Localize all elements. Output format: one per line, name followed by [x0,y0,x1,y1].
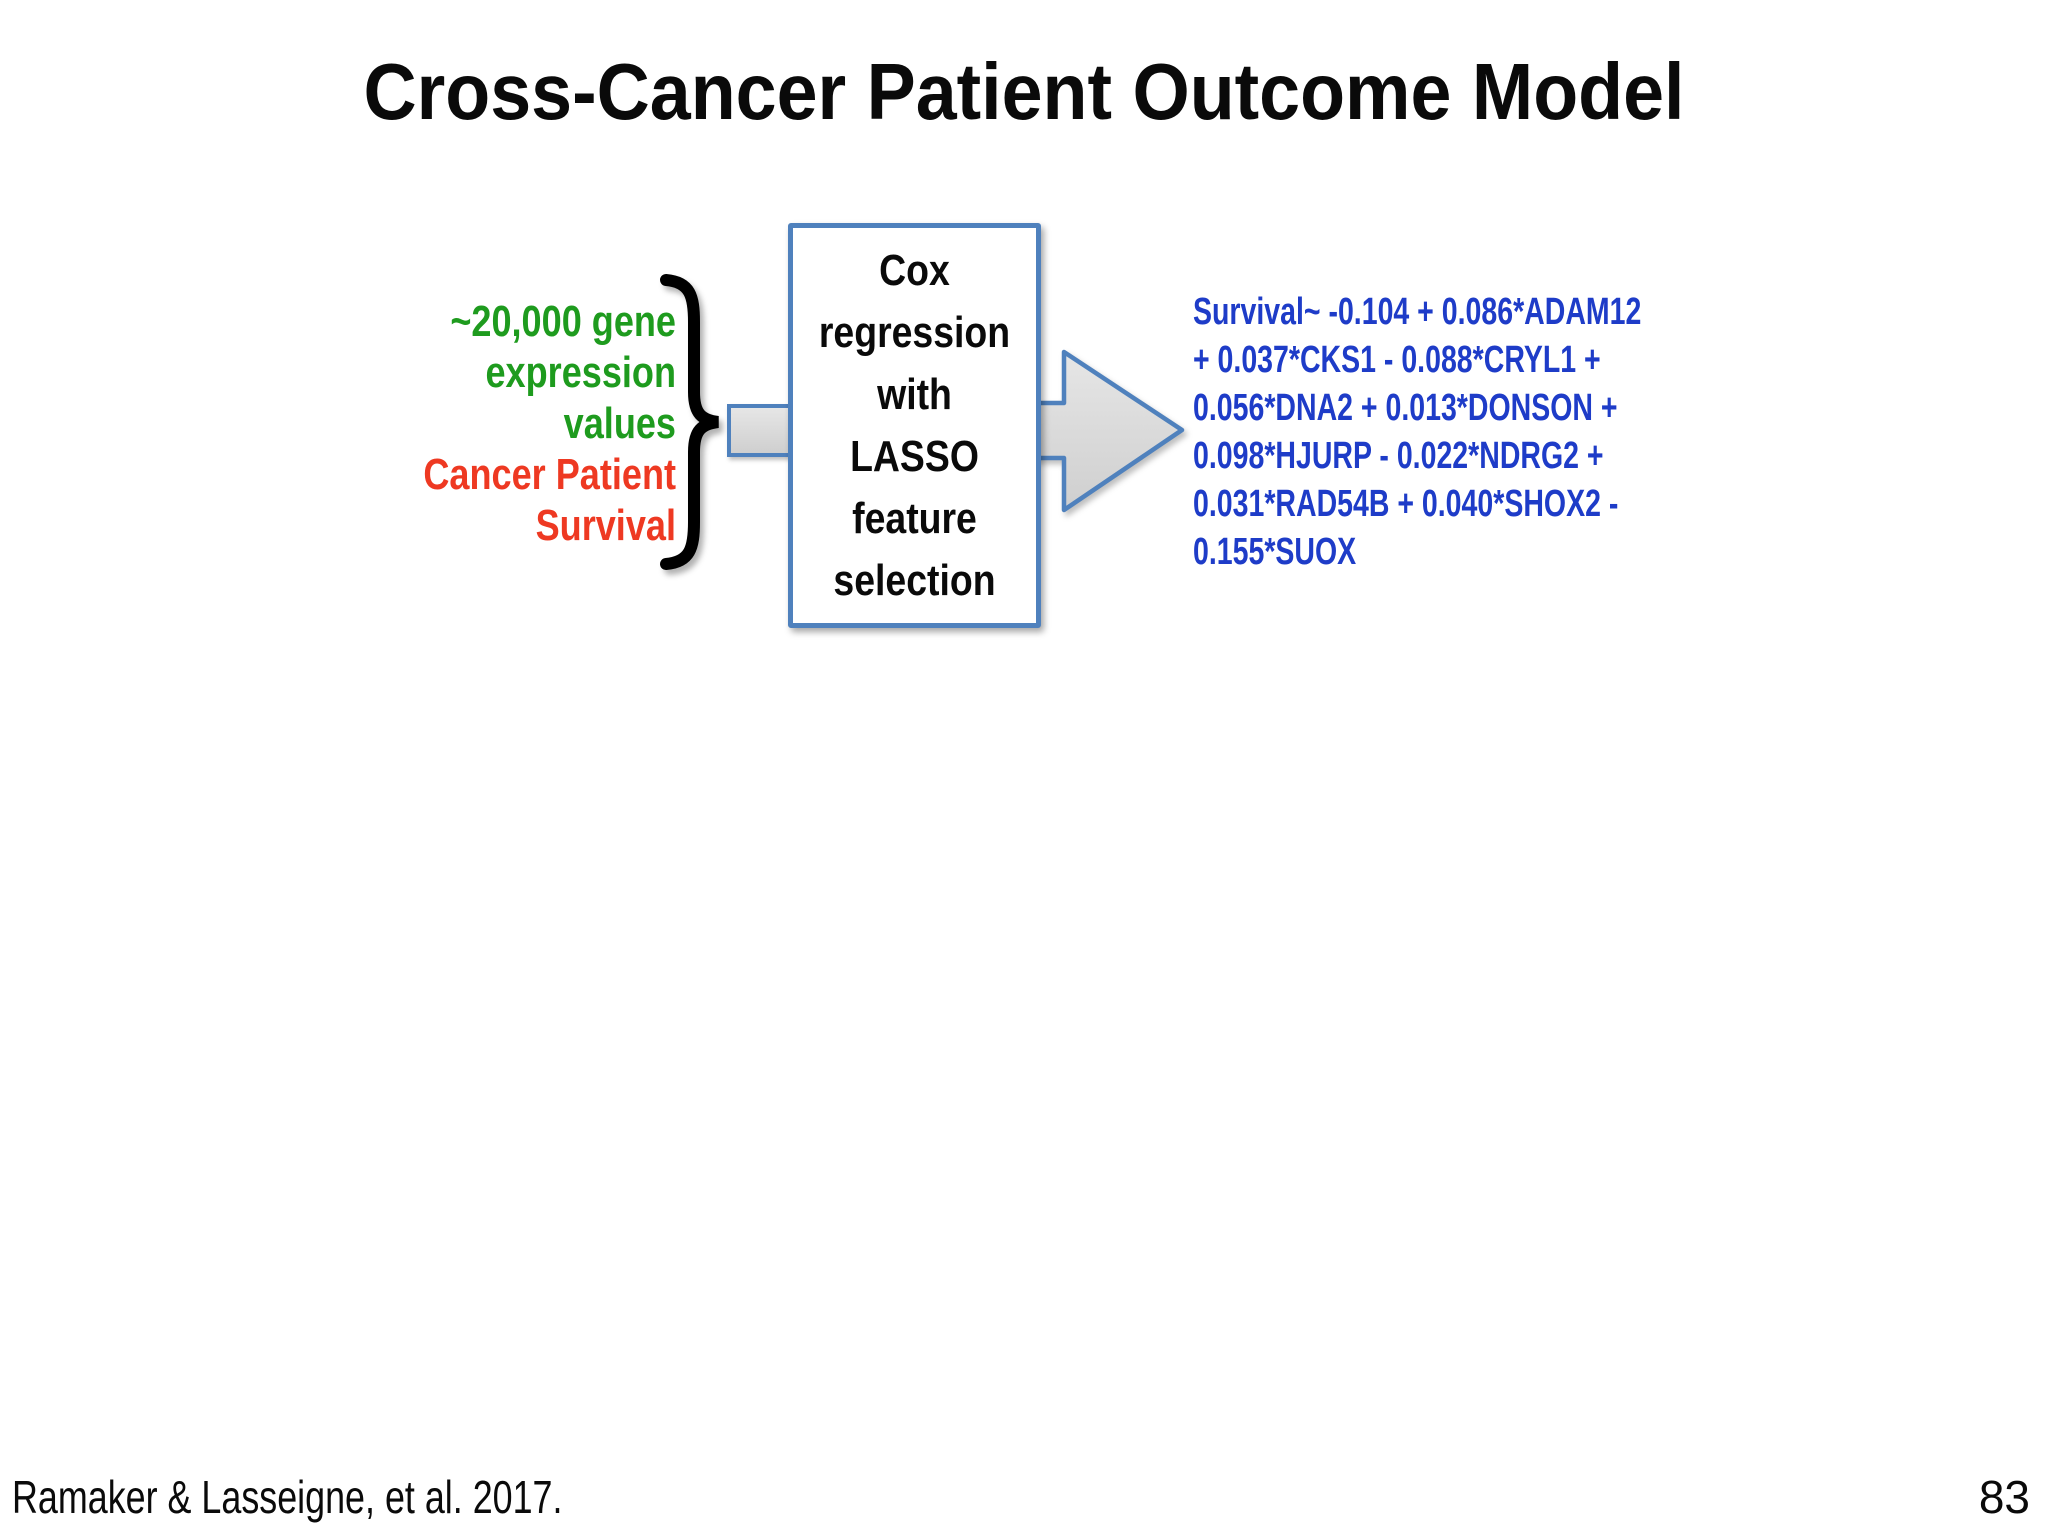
output-equation: Survival~ -0.104 + 0.086*ADAM12 + 0.037*… [1193,288,1763,576]
slide-title: Cross-Cancer Patient Outcome Model [363,47,1685,136]
process-box-line: feature [852,494,977,543]
page-number: 83 [1978,1471,2030,1523]
process-box-line: with [877,370,952,419]
equation-line: 0.155*SUOX [1193,531,1357,573]
citation: Ramaker & Lasseigne, et al. 2017. [12,1471,563,1523]
equation-line: + 0.037*CKS1 - 0.088*CRYL1 + [1193,339,1601,381]
input-label-line: values [563,399,676,448]
curly-brace-icon [660,274,719,570]
process-box-text: Cox regression with LASSO feature select… [811,228,1018,612]
output-arrow-icon [1032,349,1185,513]
input-label-line: Cancer Patient [423,450,676,499]
input-label-line: Survival [535,501,676,550]
process-box-line: LASSO [850,432,979,481]
equation-line: 0.031*RAD54B + 0.040*SHOX2 - [1193,483,1619,525]
process-box-line: selection [833,556,996,605]
equation-line: Survival~ -0.104 + 0.086*ADAM12 [1193,291,1642,333]
input-label-line: ~20,000 gene [450,297,676,346]
process-box-line: Cox [879,246,950,295]
equation-line: 0.056*DNA2 + 0.013*DONSON + [1193,387,1618,429]
input-label: ~20,000 gene expression values Cancer Pa… [168,296,676,551]
process-box-line: regression [818,308,1011,357]
process-box: Cox regression with LASSO feature select… [788,223,1041,628]
equation-line: 0.098*HJURP - 0.022*NDRG2 + [1193,435,1604,477]
input-label-line: expression [485,348,676,397]
input-arrow [727,404,793,457]
